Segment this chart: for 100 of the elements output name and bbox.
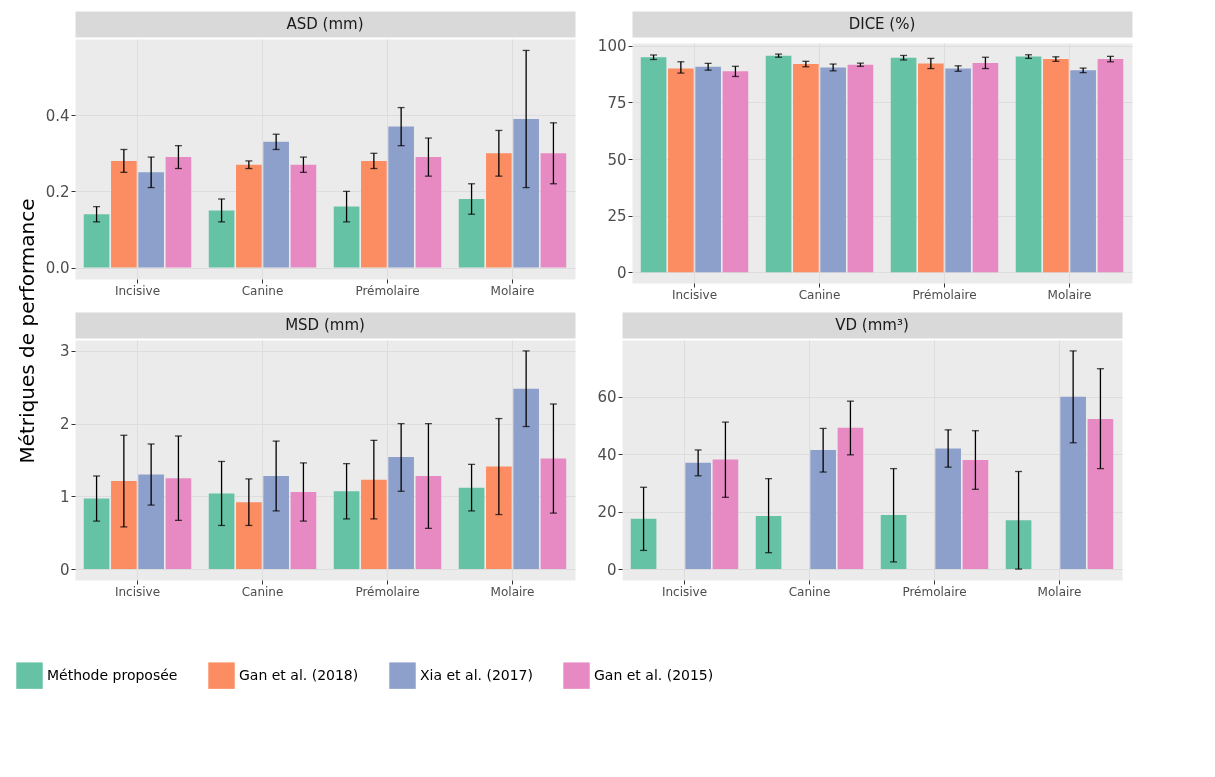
bar: [458, 487, 485, 570]
x-tick-label: Canine: [798, 287, 841, 302]
x-tick-label: Prémolaire: [355, 283, 420, 298]
x-tick-label: Prémolaire: [912, 287, 977, 302]
bar: [695, 66, 721, 273]
bar: [712, 459, 739, 570]
bar: [111, 481, 137, 570]
bar: [972, 62, 999, 273]
bar: [810, 449, 836, 570]
x-tick-label: Incisive: [661, 584, 708, 599]
bar: [793, 64, 819, 273]
bar: [83, 498, 110, 570]
x-tick-label: Molaire: [1047, 287, 1092, 302]
y-tick-label: 0: [606, 560, 617, 579]
bar: [415, 476, 442, 570]
bar: [263, 141, 289, 268]
bar: [513, 119, 539, 268]
bar: [290, 492, 317, 570]
bar: [847, 64, 874, 273]
x-tick-label: Molaire: [490, 283, 535, 298]
y-tick-label: 60: [597, 388, 617, 407]
legend-label: Xia et al. (2017): [420, 666, 533, 683]
bar: [945, 68, 971, 273]
bar: [755, 515, 782, 570]
chart-title: ASD (mm): [286, 15, 364, 33]
bar: [1087, 418, 1114, 570]
y-tick-label: 0.4: [45, 106, 70, 125]
y-tick-label: 75: [607, 93, 627, 112]
y-tick-label: 1: [59, 487, 70, 506]
y-tick-label: 40: [597, 445, 617, 464]
y-tick-label: 20: [597, 503, 617, 522]
bar: [333, 206, 360, 268]
bar: [820, 67, 846, 273]
y-tick-label: 0.2: [45, 182, 70, 201]
bar: [236, 502, 262, 570]
bar: [486, 466, 512, 570]
bar: [208, 493, 235, 570]
bar: [83, 214, 110, 268]
legend-label: Gan et al. (2018): [239, 666, 359, 683]
bar: [415, 157, 442, 268]
bar: [263, 476, 289, 570]
bar: [333, 491, 360, 570]
bar: [880, 515, 907, 570]
bar: [486, 153, 512, 268]
bar: [361, 160, 387, 268]
bar: [837, 427, 864, 570]
bar: [165, 157, 192, 268]
y-tick-label: 0: [616, 263, 627, 282]
legend-label: Méthode proposée: [47, 666, 178, 683]
bar: [1097, 59, 1124, 273]
bar: [111, 160, 137, 268]
bar: [388, 457, 414, 570]
bar: [722, 71, 749, 273]
x-tick-label: Molaire: [490, 584, 535, 599]
bar: [890, 57, 917, 273]
x-tick-label: Molaire: [1037, 584, 1082, 599]
bar: [1060, 396, 1086, 570]
x-tick-label: Incisive: [114, 283, 161, 298]
bar: [1005, 520, 1032, 570]
chart-title: VD (mm³): [835, 316, 909, 334]
x-tick-label: Canine: [241, 283, 284, 298]
bar: [962, 460, 989, 570]
bar: [668, 68, 694, 273]
bar: [361, 479, 387, 570]
bar: [918, 63, 944, 273]
bar: [540, 153, 567, 268]
bar: [236, 164, 262, 268]
bar: [138, 474, 164, 570]
y-tick-label: 2: [59, 415, 70, 434]
y-axis-title: Métriques de performance: [15, 198, 39, 464]
y-tick-label: 0: [59, 560, 70, 579]
bar: [138, 172, 164, 268]
bar: [165, 478, 192, 570]
bar: [513, 388, 539, 570]
bar: [685, 462, 711, 570]
y-tick-label: 0.0: [45, 259, 70, 278]
x-tick-label: Incisive: [671, 287, 718, 302]
bar: [1015, 56, 1042, 273]
y-tick-label: 3: [59, 342, 70, 361]
bar: [458, 199, 485, 268]
bar: [935, 448, 961, 570]
x-tick-label: Prémolaire: [355, 584, 420, 599]
y-tick-label: 100: [597, 37, 627, 56]
bar: [630, 518, 657, 570]
bar: [540, 458, 567, 570]
bar: [1043, 59, 1069, 273]
y-tick-label: 25: [607, 207, 627, 226]
x-tick-label: Canine: [241, 584, 284, 599]
bar: [765, 55, 792, 273]
bar: [640, 57, 667, 273]
bar: [290, 164, 317, 268]
chart-title: MSD (mm): [285, 316, 365, 334]
x-tick-label: Incisive: [114, 584, 161, 599]
bar: [1070, 70, 1096, 273]
legend-label: Gan et al. (2015): [594, 666, 714, 683]
bar: [388, 126, 414, 268]
x-tick-label: Prémolaire: [902, 584, 967, 599]
y-tick-label: 50: [607, 150, 627, 169]
bar: [208, 210, 235, 268]
x-tick-label: Canine: [788, 584, 831, 599]
